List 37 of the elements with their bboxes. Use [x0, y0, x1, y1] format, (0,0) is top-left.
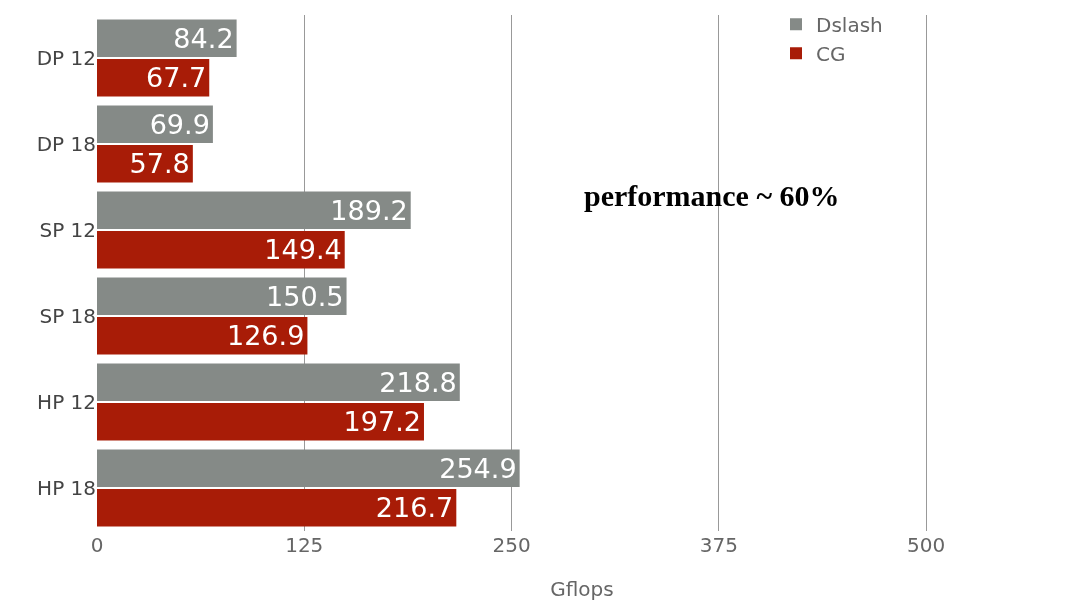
- bar: [97, 191, 411, 230]
- x-tick-label: 250: [492, 533, 531, 557]
- data-label: 197.2: [343, 406, 421, 438]
- bar: [97, 402, 424, 441]
- data-label: 67.7: [146, 62, 207, 94]
- legend-label: CG: [816, 41, 846, 66]
- x-tick-label: 500: [906, 533, 946, 557]
- data-label: 150.5: [266, 280, 344, 312]
- bar: [97, 449, 520, 488]
- x-axis-title: Gflops: [550, 576, 614, 601]
- annotation: performance ~ 60%: [584, 179, 840, 212]
- bar: [97, 19, 237, 58]
- legend-label: Dslash: [816, 12, 883, 37]
- data-label: 84.2: [173, 22, 234, 54]
- y-tick-label: HP 18: [37, 476, 96, 500]
- y-tick-label: DP 12: [36, 46, 96, 70]
- x-tick-label: 125: [285, 533, 324, 557]
- data-label: 216.7: [375, 492, 454, 524]
- bar: [97, 277, 347, 316]
- data-label: 69.9: [149, 108, 210, 140]
- data-label: 126.9: [226, 320, 305, 352]
- bar: [97, 58, 210, 97]
- bar: [97, 316, 308, 355]
- bar: [97, 230, 345, 269]
- x-tick-label: 375: [699, 533, 738, 557]
- y-tick-label: SP 18: [39, 304, 96, 328]
- x-tick-label: 0: [90, 533, 104, 557]
- data-label: 149.4: [264, 234, 342, 266]
- data-label: 218.8: [379, 366, 457, 398]
- y-tick-label: HP 12: [37, 390, 96, 414]
- data-label: 57.8: [129, 148, 190, 180]
- bar: [97, 363, 460, 402]
- y-tick-label: SP 12: [39, 218, 96, 242]
- bar: [97, 488, 457, 527]
- data-label: 189.2: [330, 194, 408, 226]
- y-tick-label: DP 18: [36, 132, 96, 156]
- data-label: 254.9: [439, 452, 517, 484]
